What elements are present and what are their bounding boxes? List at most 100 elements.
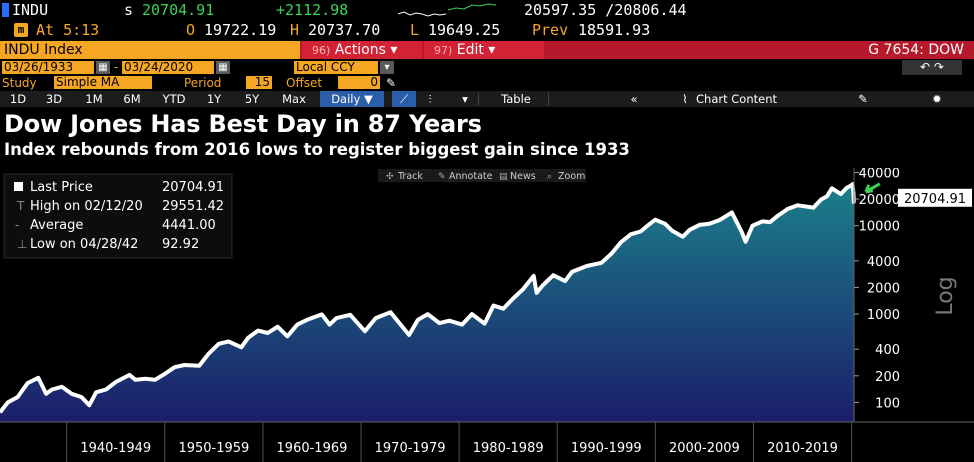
high-marker-icon: T (16, 199, 25, 213)
period-1y-button[interactable]: 1Y (206, 92, 222, 106)
y-tick-label: 2000 (867, 281, 900, 296)
chevron-down-icon[interactable]: ▾ (462, 92, 468, 106)
x-axis: 1940-1949 1950-1959 1960-1969 1970-1979 1980… (66, 422, 853, 462)
table-button[interactable]: Table (501, 92, 531, 106)
period-label: Period (184, 76, 222, 90)
period-ytd-button[interactable]: YTD (162, 92, 186, 106)
edit-chart-icon[interactable]: ✎ (858, 92, 868, 106)
net-change: +2112.98 (276, 1, 349, 19)
y-tick-label: 10000 (859, 220, 900, 235)
legend-label-average: Average (30, 218, 83, 233)
bid-ask: 20597.35 /20806.44 (524, 1, 687, 19)
bar-chart-icon[interactable]: ⫶ (428, 92, 432, 106)
period-6m-button[interactable]: 6M (123, 92, 141, 106)
calendar-icon[interactable]: ▦ (216, 61, 230, 74)
low-marker-icon: ⊥ (17, 237, 27, 251)
y-tick-label: 200 (875, 370, 900, 385)
legend-value-last: 20704.91 (162, 180, 224, 195)
edit-menu[interactable]: 97) Edit ▾ (424, 41, 544, 59)
edit-label: Edit ▾ (456, 42, 496, 58)
legend-label-last: Last Price (30, 180, 93, 195)
line-chart-icon[interactable]: ⟋ (392, 91, 416, 107)
open-value: 19722.19 (204, 21, 277, 39)
gear-icon[interactable]: ✹ (932, 92, 942, 106)
actions-label: Actions ▾ (334, 42, 398, 58)
x-tick-label: 1960-1969 (277, 441, 348, 456)
legend-value-average: 4441.00 (162, 218, 216, 233)
edit-number: 97) (434, 44, 453, 57)
chart-content-icon[interactable]: ⌇ (682, 92, 688, 106)
legend-label-high: High on 02/12/20 (30, 199, 143, 214)
annotate-button[interactable]: Annotate (449, 171, 493, 182)
x-tick-label: 2010-2019 (767, 441, 838, 456)
tool-strip-bg (378, 169, 586, 182)
high-value: 20737.70 (308, 21, 381, 39)
move-icon[interactable]: ✣ (386, 172, 394, 182)
x-tick-label: 1980-1989 (473, 441, 544, 456)
period-1d-button[interactable]: 1D (9, 92, 27, 106)
chart-content-button[interactable]: Chart Content (696, 92, 777, 106)
study-select[interactable]: Simple MA (54, 76, 152, 89)
market-flag-icon: m (14, 23, 28, 37)
x-tick-label: 2000-2009 (669, 441, 740, 456)
period-5y-button[interactable]: 5Y (244, 92, 260, 106)
y-tick-label: 100 (875, 396, 900, 411)
y-axis-label: Log (933, 276, 958, 315)
chevron-down-icon[interactable]: ▾ (380, 61, 394, 74)
period-1m-button[interactable]: 1M (85, 92, 103, 106)
y-tick-label: 1000 (867, 308, 900, 323)
toolbar-divider (478, 93, 479, 105)
chart-title: Dow Jones Has Best Day in 87 Years (4, 110, 482, 138)
legend: Last Price 20704.91 T High on 02/12/20 2… (3, 173, 233, 259)
period-3d-button[interactable]: 3D (45, 92, 63, 106)
undo-redo-buttons[interactable]: ↶ ↷ (902, 60, 962, 75)
annotate-icon[interactable]: ✎ (438, 172, 446, 182)
price-chart[interactable]: 100 200 400 1000 2000 4000 10000 20000 40000 194… (0, 168, 974, 462)
ticker-symbol[interactable]: INDU (12, 1, 49, 19)
legend-value-high: 29551.42 (162, 199, 224, 214)
legend-box (3, 173, 233, 259)
chart-subtitle: Index rebounds from 2016 lows to registe… (4, 140, 630, 159)
y-tick-label: 40000 (859, 168, 900, 182)
last-price: 20704.91 (142, 1, 215, 19)
range-bar: 03/26/1933 ▦ - 03/24/2020 ▦ Local CCY ▾ … (0, 60, 974, 75)
ohlc-line: m At 5:13 O 19722.19 H 20737.70 L 19649.… (0, 21, 974, 40)
zoom-icon[interactable]: ⌕ (547, 172, 552, 182)
actions-menu[interactable]: 96) Actions ▾ (302, 41, 422, 59)
start-date-input[interactable]: 03/26/1933 (2, 61, 94, 74)
average-marker-icon: - (15, 218, 19, 232)
offset-label: Offset (286, 76, 323, 90)
security-field[interactable]: INDU Index (0, 41, 300, 59)
frequency-select[interactable]: Daily ▼ (320, 91, 384, 107)
collapse-left-icon[interactable]: « (630, 92, 638, 106)
quote-line: INDU s 20704.91 +2112.98 20597.35 /20806… (0, 0, 974, 20)
offset-input[interactable]: 0 (338, 76, 380, 89)
legend-value-low: 92.92 (162, 237, 199, 252)
y-tick-label: 20000 (859, 193, 900, 208)
quote-time: At 5:13 (36, 21, 100, 39)
currency-select[interactable]: Local CCY (294, 61, 378, 74)
page-id: G 7654: DOW (868, 42, 964, 58)
legend-label-low: Low on 04/28/42 (30, 237, 138, 252)
arrow-icon (864, 182, 881, 194)
x-tick-label: 1990-1999 (571, 441, 642, 456)
news-icon[interactable]: ▤ (499, 172, 508, 182)
calendar-icon[interactable]: ▦ (96, 61, 110, 74)
track-button[interactable]: Track (397, 171, 423, 182)
end-date-input[interactable]: 03/24/2020 (122, 61, 214, 74)
study-bar: Study Simple MA Period 15 Offset 0 ✎ (0, 76, 974, 91)
high-label: H (290, 21, 300, 39)
period-input[interactable]: 15 (246, 76, 272, 89)
x-tick-label: 1970-1979 (375, 441, 446, 456)
last-price-tag-text: 20704.91 (904, 192, 966, 207)
last-source-flag: s (124, 1, 134, 19)
zoom-button[interactable]: Zoom (558, 171, 585, 182)
period-max-button[interactable]: Max (282, 92, 306, 106)
pencil-icon[interactable]: ✎ (386, 76, 397, 90)
news-button[interactable]: News (510, 171, 536, 182)
last-price-tag-bg (898, 188, 972, 207)
y-tick-label: 4000 (867, 255, 900, 270)
price-area (0, 184, 854, 422)
actions-number: 96) (312, 44, 331, 57)
y-tick-label: 400 (875, 343, 900, 358)
